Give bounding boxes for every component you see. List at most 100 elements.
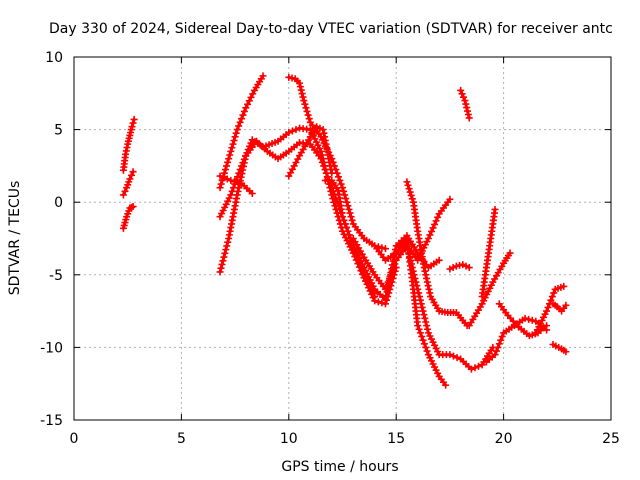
data-point (562, 348, 570, 356)
data-point (417, 300, 425, 308)
y-tick-label: 5 (54, 123, 63, 139)
data-point (497, 336, 505, 344)
series-arc-22 (549, 340, 570, 356)
data-point (464, 107, 472, 115)
data-point (465, 264, 473, 272)
data-point (221, 249, 229, 257)
data-point (426, 231, 434, 239)
data-point (121, 187, 129, 195)
data-point (328, 191, 336, 199)
axis-ticks (73, 56, 612, 421)
data-point (238, 115, 246, 123)
data-point (292, 126, 300, 134)
data-point (453, 354, 461, 362)
data-point (246, 142, 254, 150)
data-point (223, 242, 231, 250)
data-point (460, 93, 468, 101)
series-arc-12 (403, 178, 471, 330)
data-point (221, 166, 229, 174)
x-tick-label: 10 (280, 431, 298, 447)
data-point (126, 175, 134, 183)
x-tick-label: 15 (387, 431, 405, 447)
data-point (339, 213, 346, 221)
data-point (348, 216, 356, 224)
series-arc-21 (532, 282, 568, 337)
data-point (408, 195, 416, 203)
data-point (415, 325, 423, 333)
plot-frame (73, 56, 612, 421)
series-arc-16 (457, 86, 473, 122)
data-point (491, 205, 499, 213)
data-point (461, 97, 469, 105)
data-point (247, 139, 255, 147)
data-point (462, 262, 470, 270)
data-point (442, 381, 450, 389)
data-point (423, 278, 431, 286)
data-point (405, 185, 413, 193)
data-point (562, 301, 570, 309)
data-point (528, 316, 536, 324)
data-point (424, 325, 432, 333)
data-point (446, 351, 454, 359)
data-point (227, 191, 235, 199)
data-point (550, 289, 558, 297)
series-arc-15 (446, 261, 473, 273)
data-point (217, 264, 225, 272)
data-point (231, 133, 239, 141)
data-point (547, 296, 555, 304)
data-point (345, 231, 353, 239)
data-point (127, 171, 135, 179)
x-tick-label: 20 (495, 431, 513, 447)
data-point (426, 289, 434, 297)
data-point (385, 274, 393, 282)
data-point (381, 245, 389, 253)
data-point (459, 261, 467, 269)
data-point (248, 189, 256, 197)
data-point (220, 174, 228, 182)
data-point (223, 162, 231, 170)
data-point (506, 249, 514, 257)
y-tick-label: -10 (40, 340, 63, 356)
data-point (491, 351, 499, 359)
data-point (304, 111, 312, 119)
data-point (229, 140, 237, 148)
data-point (328, 169, 336, 177)
data-point (303, 107, 311, 115)
data-point (230, 136, 238, 144)
data-point (240, 155, 248, 163)
data-point (422, 318, 430, 326)
data-point (420, 340, 428, 348)
data-point (259, 72, 267, 80)
data-point (498, 333, 506, 341)
data-point (305, 115, 313, 123)
data-point (337, 180, 345, 188)
data-point (342, 195, 350, 203)
data-point (421, 267, 429, 275)
data-point (427, 227, 435, 235)
data-point (463, 104, 471, 112)
data-point (383, 282, 391, 290)
data-point (239, 159, 247, 167)
data-point (420, 311, 428, 319)
data-point (543, 307, 551, 315)
data-point (329, 195, 337, 203)
y-tick-label: -15 (40, 413, 63, 429)
data-point (414, 322, 422, 330)
series-arc-20 (495, 300, 551, 340)
data-point (544, 303, 552, 311)
data-point (495, 340, 503, 348)
data-point (422, 271, 430, 279)
data-point (119, 191, 127, 199)
series-arc-8 (285, 73, 389, 253)
data-point (336, 176, 344, 184)
data-point (217, 180, 225, 188)
data-point (224, 158, 232, 166)
series-arc-11 (349, 235, 497, 373)
data-point (129, 168, 137, 176)
x-tick-label: 5 (177, 431, 186, 447)
data-point (234, 178, 242, 186)
series-arc-4 (216, 72, 267, 192)
data-point (236, 118, 244, 126)
series-arc-13 (371, 235, 450, 389)
